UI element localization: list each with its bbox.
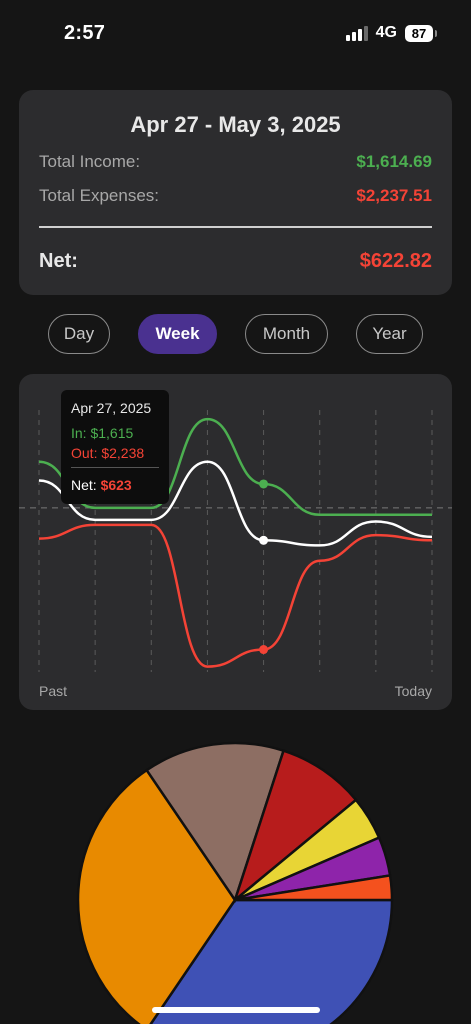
income-value: $1,614.69 xyxy=(356,152,432,171)
series-line-net xyxy=(38,460,433,547)
status-time: 2:57 xyxy=(64,22,106,44)
income-label: Total Income: xyxy=(39,152,141,171)
tooltip-net-label: Net: xyxy=(71,477,97,493)
period-year-button[interactable]: Year xyxy=(356,314,423,354)
income-row: Total Income: $1,614.69 xyxy=(39,152,432,172)
series-point-in xyxy=(259,479,269,489)
period-day-button[interactable]: Day xyxy=(48,314,110,354)
series-point-out xyxy=(259,645,269,655)
home-indicator[interactable] xyxy=(152,1007,320,1013)
tooltip-net-value: $623 xyxy=(100,477,132,493)
net-row: Net: $622.82 xyxy=(39,250,432,273)
period-month-button[interactable]: Month xyxy=(245,314,328,354)
series-point-net xyxy=(259,535,269,545)
chart-tooltip: Apr 27, 2025 In: $1,615 Out: $2,238 Net:… xyxy=(61,390,169,504)
expenses-value: $2,237.51 xyxy=(356,186,432,205)
summary-divider xyxy=(39,226,432,228)
battery-icon: 87 xyxy=(405,24,437,42)
category-pie-chart[interactable] xyxy=(0,730,471,1024)
series-line-in xyxy=(38,417,432,516)
pie-slice-3 xyxy=(232,749,358,904)
expenses-label: Total Expenses: xyxy=(39,186,160,205)
tooltip-divider xyxy=(71,467,159,468)
pie-slice-0 xyxy=(149,898,394,1024)
pie-slice-2 xyxy=(145,741,286,903)
tooltip-expense: Out: $2,238 xyxy=(71,445,145,461)
tooltip-net: Net: $623 xyxy=(71,477,159,493)
trend-chart-card[interactable]: Apr 27, 2025 In: $1,615 Out: $2,238 Net:… xyxy=(19,374,452,710)
net-label: Net: xyxy=(39,250,78,272)
expenses-row: Total Expenses: $2,237.51 xyxy=(39,186,432,206)
signal-icon xyxy=(345,25,368,41)
net-value: $622.82 xyxy=(359,250,432,272)
x-axis-end-label: Today xyxy=(394,683,432,699)
x-axis-start-label: Past xyxy=(39,683,68,699)
pie-slice-6 xyxy=(234,874,394,902)
tooltip-income: In: $1,615 xyxy=(71,425,134,441)
trend-line-chart[interactable] xyxy=(19,374,452,710)
series-line-out xyxy=(38,523,433,668)
date-range-title: Apr 27 - May 3, 2025 xyxy=(130,112,341,137)
pie-slice-1 xyxy=(76,768,237,1024)
summary-card: Apr 27 - May 3, 2025 Total Income: $1,61… xyxy=(19,90,452,295)
tooltip-date: Apr 27, 2025 xyxy=(71,400,152,416)
period-week-button[interactable]: Week xyxy=(138,314,217,354)
network-type: 4G xyxy=(375,24,397,41)
status-icons: 4G 87 xyxy=(345,24,437,42)
